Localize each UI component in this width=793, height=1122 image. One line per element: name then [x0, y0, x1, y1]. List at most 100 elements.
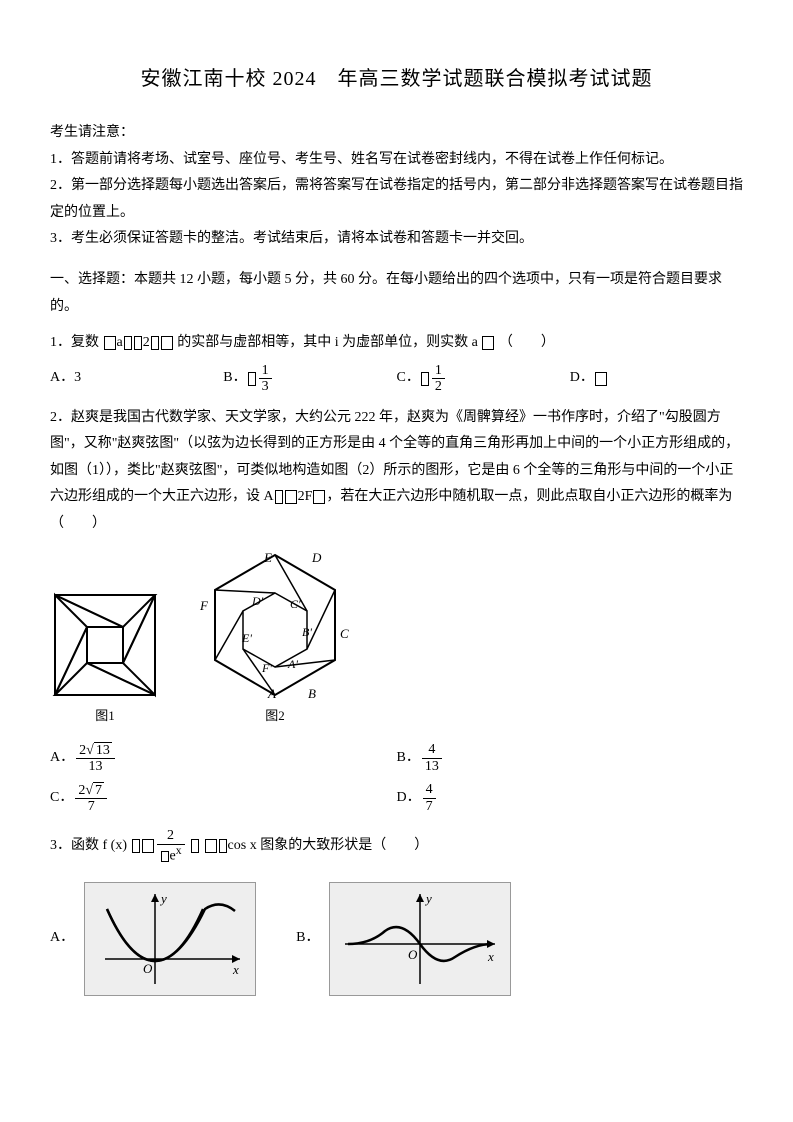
garbled-box	[205, 839, 217, 853]
q1-stem-c: （ ）	[499, 335, 555, 350]
q1-option-d: D．	[570, 363, 743, 395]
page-title: 安徽江南十校 2024 年高三数学试题联合模拟考试试题	[50, 60, 743, 98]
garbled-box	[313, 490, 325, 504]
garbled-box	[421, 372, 429, 386]
frac-num: 1	[432, 363, 445, 379]
fraction: 2√13 13	[76, 742, 115, 775]
opt-label: B．	[223, 365, 246, 392]
garbled-box	[104, 336, 116, 350]
notice-3: 3．考生必须保证答题卡的整洁。考试结束后，请将本试卷和答题卡一并交回。	[50, 226, 743, 253]
figure-2-caption: 图2	[190, 704, 360, 729]
fraction: 2 ex	[157, 828, 185, 863]
garbled-box	[248, 372, 256, 386]
svg-text:y: y	[424, 891, 432, 906]
q2-option-a: A． 2√13 13	[50, 738, 397, 778]
garbled-box	[142, 839, 154, 853]
garbled-box	[285, 490, 297, 504]
opt-label: A．	[50, 925, 74, 952]
q3-option-b: B． O x y	[296, 882, 511, 996]
fraction: 1 3	[259, 363, 272, 395]
garbled-box	[124, 336, 132, 350]
garbled-box	[134, 336, 142, 350]
frac-den: 2	[432, 379, 445, 394]
garbled-box	[482, 336, 494, 350]
fraction: 4 13	[422, 742, 442, 774]
frac-den: 7	[75, 799, 107, 814]
svg-text:E: E	[263, 550, 272, 565]
sqrt-val: 7	[93, 782, 104, 798]
frac-num: 2√7	[75, 782, 107, 799]
svg-text:B: B	[308, 686, 316, 700]
question-3: 3．函数 f (x) 2 ex cos x 图象的大致形状是（ ）	[50, 828, 743, 863]
notice-heading: 考生请注意：	[50, 120, 743, 147]
svg-text:O: O	[408, 947, 418, 962]
num-coef: 2	[79, 743, 86, 758]
frac-num: 2√13	[76, 742, 115, 759]
garbled-box	[161, 851, 169, 862]
garbled-box	[595, 372, 607, 386]
q3-stem-b: cos x 图象的大致形状是（ ）	[228, 833, 429, 860]
q2-p1b: 2F	[298, 489, 313, 504]
q2-options: A． 2√13 13 B． 4 13 C． 2√7 7 D． 4 7	[50, 738, 743, 818]
figure-2: A B C D E F A' B' C' D' E' F' 图2	[190, 550, 360, 729]
graph-b-icon: O x y	[340, 889, 500, 989]
q1-stem-b: 的实部与虚部相等，其中 i 为虚部单位，则实数 a	[177, 335, 478, 350]
question-1: 1．复数 a2 的实部与虚部相等，其中 i 为虚部单位，则实数 a （ ）	[50, 330, 743, 357]
frac-num: 2	[157, 828, 185, 844]
q3-stem-a: 3．函数 f (x)	[50, 833, 127, 860]
fraction: 1 2	[432, 363, 445, 395]
q1-options: A．3 B． 1 3 C． 1 2 D．	[50, 363, 743, 395]
num-coef: 2	[78, 783, 85, 798]
q2-figures: 图1 A B C D E F A' B' C' D' E'	[50, 550, 743, 729]
figure-1-caption: 图1	[50, 704, 160, 729]
q2-option-d: D． 4 7	[397, 778, 744, 818]
q1-option-b: B． 1 3	[223, 363, 396, 395]
opt-label: C．	[397, 365, 420, 392]
q3-options: A． O x y B． O x	[50, 882, 743, 996]
svg-text:D': D'	[251, 594, 264, 608]
svg-text:B': B'	[302, 625, 312, 639]
garbled-box	[191, 839, 199, 853]
sqrt-val: 13	[94, 742, 112, 758]
q3-option-a: A． O x y	[50, 882, 256, 996]
frac-den: 3	[259, 379, 272, 394]
question-2: 2．赵爽是我国古代数学家、天文学家，大约公元 222 年，赵爽为《周髀算经》一书…	[50, 405, 743, 538]
hexagon-icon: A B C D E F A' B' C' D' E' F'	[190, 550, 360, 700]
q1-option-a: A．3	[50, 363, 223, 395]
opt-label: A．	[50, 745, 74, 772]
svg-text:x: x	[232, 962, 239, 977]
zhaoshuang-square-icon	[50, 590, 160, 700]
q2-option-b: B． 4 13	[397, 738, 744, 778]
notice-2: 2．第一部分选择题每小题选出答案后，需将答案写在试卷指定的括号内，第二部分非选择…	[50, 173, 743, 226]
opt-label: D．	[570, 365, 594, 392]
graph-a: O x y	[84, 882, 256, 996]
graph-a-icon: O x y	[95, 889, 245, 989]
q1-stem-a: 1．复数	[50, 335, 103, 350]
svg-text:C': C'	[290, 597, 301, 611]
frac-num: 1	[259, 363, 272, 379]
svg-text:A': A'	[287, 657, 298, 671]
svg-text:F: F	[199, 598, 209, 613]
section-1-header: 一、选择题：本题共 12 小题，每小题 5 分，共 60 分。在每小题给出的四个…	[50, 267, 743, 320]
fraction: 2√7 7	[75, 782, 107, 815]
svg-text:y: y	[159, 891, 167, 906]
garbled-box	[219, 839, 227, 853]
opt-label: B．	[296, 925, 319, 952]
garbled-box	[132, 839, 140, 853]
svg-text:x: x	[487, 949, 494, 964]
frac-den: ex	[157, 845, 185, 864]
figure-1: 图1	[50, 590, 160, 729]
garbled-box	[275, 490, 283, 504]
fraction: 4 7	[423, 782, 436, 814]
garbled-box	[161, 336, 173, 350]
frac-den: 13	[422, 759, 442, 774]
svg-text:O: O	[143, 961, 153, 976]
q1-option-c: C． 1 2	[397, 363, 570, 395]
frac-den: 7	[423, 799, 436, 814]
svg-text:F': F'	[261, 661, 272, 675]
frac-num: 4	[422, 742, 442, 758]
opt-label: B．	[397, 745, 420, 772]
opt-label: C．	[50, 785, 73, 812]
frac-den: 13	[76, 759, 115, 774]
opt-label: D．	[397, 785, 421, 812]
